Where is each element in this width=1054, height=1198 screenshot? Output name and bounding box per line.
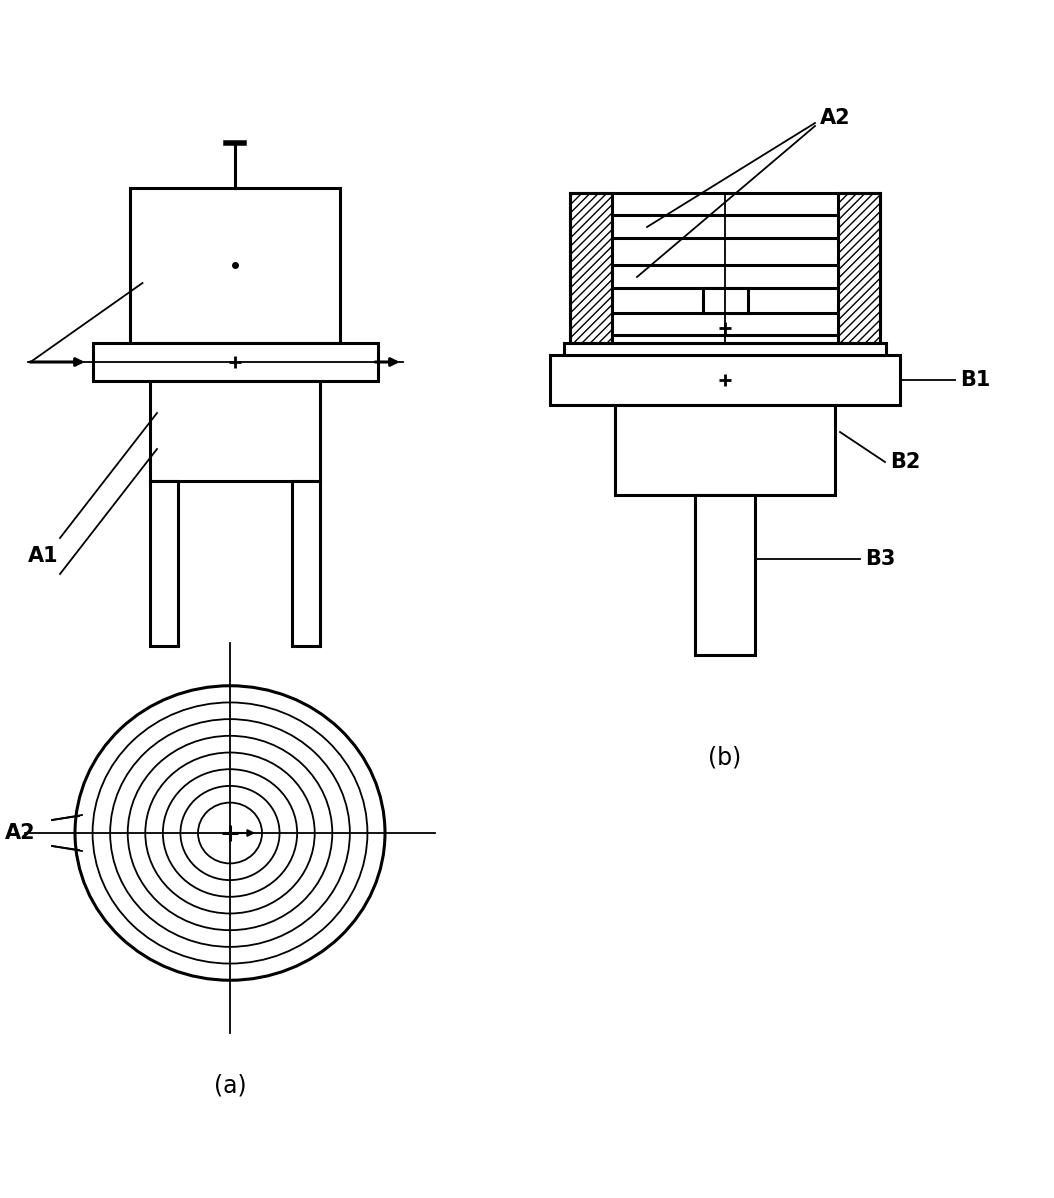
- Text: A2: A2: [5, 823, 36, 843]
- Bar: [550, 355, 900, 405]
- Text: A2: A2: [820, 108, 851, 128]
- Bar: [150, 482, 178, 646]
- Bar: [614, 405, 835, 495]
- Text: B2: B2: [890, 452, 920, 472]
- Text: B3: B3: [865, 549, 896, 569]
- Bar: [612, 313, 838, 335]
- Bar: [570, 193, 612, 343]
- Bar: [695, 495, 755, 655]
- Bar: [292, 482, 320, 646]
- Bar: [564, 343, 886, 355]
- Bar: [570, 193, 880, 343]
- Bar: [93, 343, 377, 381]
- Text: (b): (b): [708, 746, 742, 770]
- Text: A1: A1: [28, 546, 59, 565]
- Text: (a): (a): [214, 1073, 247, 1099]
- Bar: [130, 188, 340, 343]
- Bar: [703, 288, 747, 313]
- Bar: [612, 214, 838, 238]
- Bar: [612, 265, 838, 288]
- Text: B1: B1: [960, 370, 991, 391]
- Bar: [838, 193, 880, 343]
- Bar: [150, 381, 320, 482]
